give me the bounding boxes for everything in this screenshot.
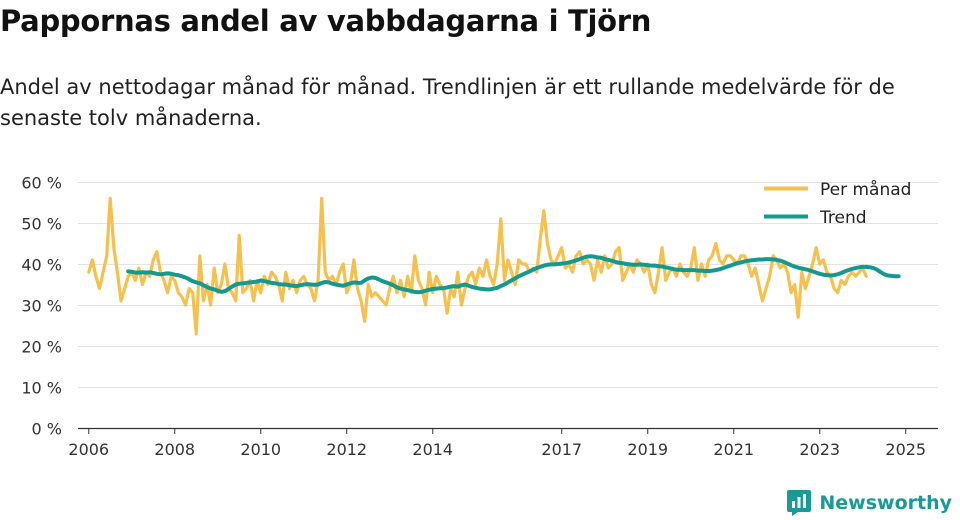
x-tick-label: 2008: [154, 440, 195, 459]
legend: Per månad Trend: [764, 179, 911, 228]
line-chart: 0 % 10 % 20 % 30 % 40 % 50 % 60 % 2006 2008 2010…: [21, 174, 938, 459]
x-axis: 2006 2008 2010 2012 2014 2017 2019 2021 2023 2025: [68, 428, 926, 459]
legend-label-monthly: Per månad: [820, 179, 911, 200]
y-axis: 0 % 10 % 20 % 30 % 40 % 50 % 60 %: [21, 174, 62, 439]
x-tick-label: 2012: [326, 440, 367, 459]
x-tick-label: 2019: [627, 440, 668, 459]
x-tick-label: 2014: [412, 440, 453, 459]
chart-subtitle: Andel av nettodagar månad för månad. Tre…: [0, 75, 895, 130]
x-tick-label: 2017: [541, 440, 582, 459]
legend-item-monthly[interactable]: Per månad: [764, 179, 911, 200]
x-tick-label: 2010: [240, 440, 281, 459]
chart-title: Pappornas andel av vabbdagarna i Tjörn: [0, 4, 652, 38]
x-tick-label: 2025: [885, 440, 926, 459]
newsworthy-logo[interactable]: Newsworthy: [786, 488, 952, 518]
legend-label-trend: Trend: [819, 208, 867, 228]
grid: [78, 182, 938, 430]
y-tick-label: 0 %: [32, 420, 62, 439]
y-tick-label: 40 %: [21, 256, 62, 275]
y-tick-label: 10 %: [21, 379, 62, 398]
series-line-trend: [126, 254, 901, 295]
brand-name: Newsworthy: [819, 492, 952, 514]
series-line-monthly: [87, 196, 868, 336]
x-tick-label: 2023: [799, 440, 840, 459]
y-tick-label: 50 %: [21, 215, 62, 234]
x-tick-label: 2006: [68, 440, 109, 459]
bar-chart-icon: [787, 490, 812, 516]
y-tick-label: 60 %: [21, 174, 62, 193]
legend-item-trend[interactable]: Trend: [764, 208, 867, 228]
y-tick-label: 20 %: [21, 338, 62, 357]
series: [87, 196, 901, 336]
x-tick-label: 2021: [713, 440, 754, 459]
y-tick-label: 30 %: [21, 297, 62, 316]
